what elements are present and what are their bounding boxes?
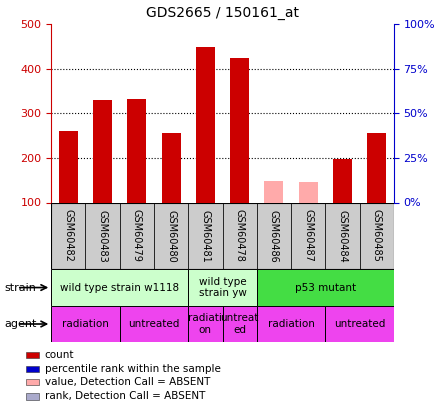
Text: untreated: untreated [128, 319, 180, 329]
Text: GSM60478: GSM60478 [235, 209, 245, 262]
Text: untreat
ed: untreat ed [220, 313, 259, 335]
Bar [120, 306, 188, 342]
Bar [196, 47, 215, 202]
Text: count: count [45, 350, 74, 360]
Bar [26, 366, 39, 372]
Bar [26, 394, 39, 399]
Text: rank, Detection Call = ABSENT: rank, Detection Call = ABSENT [45, 392, 205, 401]
Bar [188, 306, 222, 342]
Text: percentile rank within the sample: percentile rank within the sample [45, 364, 221, 373]
Bar [257, 306, 325, 342]
Bar [85, 202, 120, 269]
Text: agent: agent [4, 319, 37, 329]
Bar [360, 202, 394, 269]
Bar [154, 202, 188, 269]
Text: GSM60483: GSM60483 [97, 209, 108, 262]
Bar [162, 133, 181, 202]
Bar [26, 379, 39, 385]
Bar [230, 58, 249, 202]
Text: radiation: radiation [62, 319, 109, 329]
Bar [257, 202, 291, 269]
Bar [59, 131, 78, 202]
Text: radiati
on: radiati on [188, 313, 222, 335]
Bar [325, 306, 394, 342]
Text: strain: strain [4, 283, 36, 292]
Text: GSM60485: GSM60485 [372, 209, 382, 262]
Bar [26, 352, 39, 358]
Title: GDS2665 / 150161_at: GDS2665 / 150161_at [146, 6, 299, 21]
Bar [367, 133, 386, 202]
Text: GSM60487: GSM60487 [303, 209, 313, 262]
Bar [264, 181, 283, 202]
Text: GSM60481: GSM60481 [200, 209, 210, 262]
Text: GSM60479: GSM60479 [132, 209, 142, 262]
Text: radiation: radiation [267, 319, 315, 329]
Text: p53 mutant: p53 mutant [295, 283, 356, 292]
Bar [188, 269, 257, 306]
Bar [299, 182, 318, 202]
Bar [51, 269, 188, 306]
Bar [93, 100, 112, 202]
Text: GSM60482: GSM60482 [63, 209, 73, 262]
Bar [120, 202, 154, 269]
Bar [222, 202, 257, 269]
Text: GSM60484: GSM60484 [337, 209, 348, 262]
Text: wild type
strain yw: wild type strain yw [198, 277, 247, 298]
Bar [222, 306, 257, 342]
Bar [127, 99, 146, 202]
Text: GSM60486: GSM60486 [269, 209, 279, 262]
Text: wild type strain w1118: wild type strain w1118 [60, 283, 179, 292]
Bar [333, 159, 352, 202]
Bar [188, 202, 222, 269]
Bar [325, 202, 360, 269]
Text: untreated: untreated [334, 319, 385, 329]
Bar [257, 269, 394, 306]
Bar [51, 306, 120, 342]
Text: value, Detection Call = ABSENT: value, Detection Call = ABSENT [45, 377, 210, 387]
Text: GSM60480: GSM60480 [166, 209, 176, 262]
Bar [291, 202, 325, 269]
Bar [51, 202, 85, 269]
